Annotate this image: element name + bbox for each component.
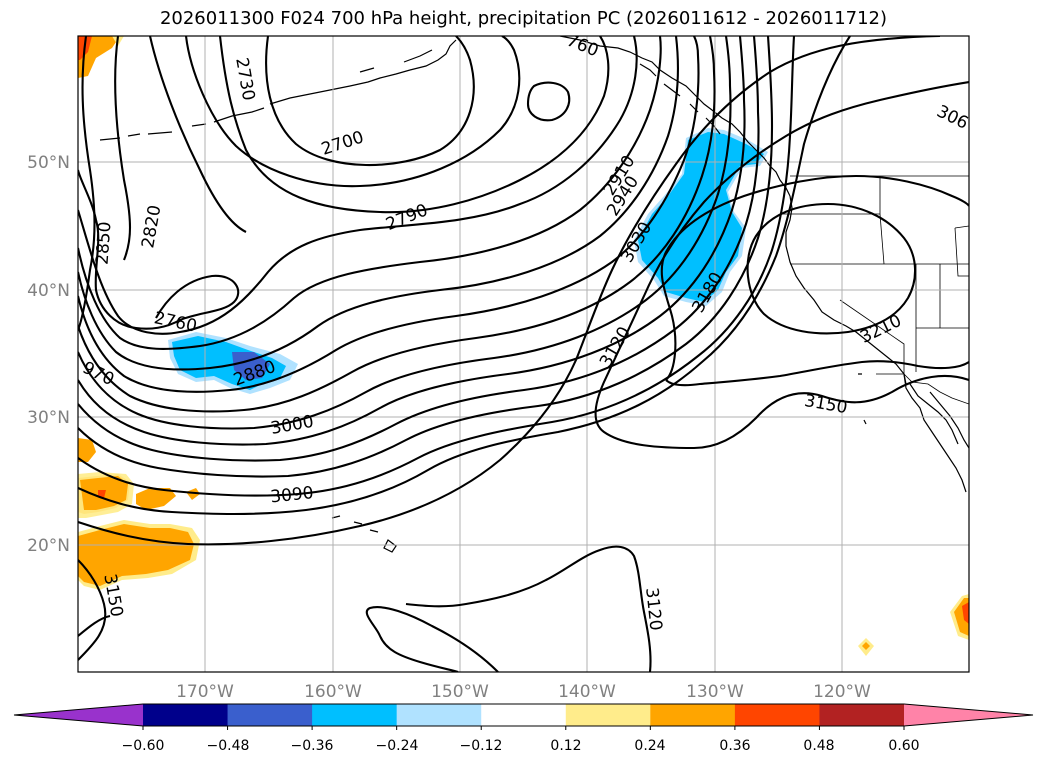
colorbar-segment (227, 704, 313, 726)
contour-2790 (78, 36, 638, 335)
contour-2700 (184, 36, 521, 188)
coast-baja (903, 373, 967, 493)
colorbar-tick-label: 0.60 (888, 738, 919, 754)
contour-3210 (746, 202, 917, 335)
lon-label-140w: 140°W (558, 682, 616, 702)
lon-label-170w: 170°W (176, 682, 234, 702)
map-title: 2026011300 F024 700 hPa height, precipit… (159, 8, 888, 29)
contour-2910 (78, 36, 716, 413)
colorbar-extend-max (904, 704, 1033, 726)
map-plot-area: 2730 2700 2790 2820 2850 2760 2880 970 3… (78, 36, 969, 672)
lat-label-40n: 40°N (27, 281, 70, 301)
map-frame (77, 35, 970, 673)
colorbar-segment (650, 704, 736, 726)
colorbar-segment (143, 704, 229, 726)
colorbar-segment (312, 704, 398, 726)
shade-orange-dot-se (862, 642, 870, 650)
colorbar-outline (13, 703, 1034, 727)
contour-3000 (78, 36, 760, 462)
colorbar-tick-label: −0.24 (376, 738, 419, 754)
contour-2850 (78, 36, 679, 371)
contour-2760 (218, 36, 610, 214)
contour-3030 (78, 36, 774, 478)
contour-3180 (660, 174, 969, 387)
contour-3150 (78, 80, 969, 661)
coast-islands-bc (639, 63, 721, 135)
shade-red-se (962, 602, 969, 624)
colorbar-segment (565, 704, 651, 726)
colorbar-tick-label: −0.48 (207, 738, 250, 754)
shaded-areas (78, 36, 969, 656)
contour-2700-outer (265, 36, 475, 167)
lon-label-160w: 160°W (304, 682, 362, 702)
colorbar-segment (734, 704, 820, 726)
shade-orange-west-small (78, 438, 96, 462)
lat-label-20n: 20°N (27, 536, 70, 556)
contour-label-3090: 3090 (269, 483, 314, 507)
coast-guadalupe (858, 373, 867, 425)
shade-orange-west-dot (186, 488, 200, 500)
longitude-labels: 170°W 160°W 150°W 140°W 130°W 120°W (176, 682, 871, 702)
colorbar-ticks (142, 726, 905, 730)
colorbar: −0.60 −0.48 −0.36 −0.24 −0.12 0.12 0.24 … (13, 703, 1034, 754)
lat-label-50n: 50°N (27, 153, 70, 173)
lon-label-150w: 150°W (431, 682, 489, 702)
colorbar-tick-label: 0.36 (719, 738, 750, 754)
contour-3120 (78, 36, 941, 546)
contour-3120-south-east (365, 545, 652, 672)
contour-2760-low (78, 169, 240, 330)
contour-2820 (78, 36, 662, 350)
contour-left-edge-2 (114, 36, 132, 261)
shade-orange-west-blob (136, 488, 176, 510)
contour-2880 (78, 36, 700, 393)
colorbar-tick-labels: −0.60 −0.48 −0.36 −0.24 −0.12 0.12 0.24 … (122, 738, 920, 754)
contour-2970 (78, 36, 746, 446)
contour-closed-high-small (526, 81, 571, 122)
latitude-labels: 50°N 40°N 30°N 20°N (27, 153, 70, 556)
contour-2940 (78, 36, 732, 430)
colorbar-tick-label: −0.12 (460, 738, 503, 754)
coast-aleutians (99, 39, 457, 141)
contour-label-3120-south: 3120 (641, 587, 665, 632)
borders (780, 175, 969, 405)
colorbar-segment (481, 704, 567, 726)
border-states-1 (780, 176, 969, 374)
colorbar-segment (819, 704, 905, 726)
colorbar-tick-label: 0.24 (634, 738, 665, 754)
lon-label-130w: 130°W (686, 682, 744, 702)
contour-3090 (78, 36, 851, 516)
colorbar-segment (396, 704, 482, 726)
colorbar-tick-label: 0.48 (803, 738, 834, 754)
lon-label-120w: 120°W (813, 682, 871, 702)
colorbar-tick-label: −0.36 (291, 738, 334, 754)
contour-2730 (148, 36, 247, 233)
coast-mexico (929, 391, 969, 449)
border-us-mexico (876, 373, 969, 405)
coast-hawaii (331, 515, 397, 553)
shade-darkblue-west (232, 352, 270, 380)
contour-3060 (78, 36, 796, 497)
shade-orange-west-large (78, 524, 194, 586)
coast-us-west (785, 195, 907, 385)
lat-label-30n: 30°N (27, 408, 70, 428)
height-contours (78, 36, 969, 672)
colorbar-tick-label: 0.12 (550, 738, 581, 754)
contour-3120-south (78, 614, 111, 637)
colorbar-extend-min (14, 704, 143, 726)
colorbar-segments (14, 704, 1033, 726)
colorbar-tick-label: −0.60 (122, 738, 165, 754)
contour-label-2850: 2850 (93, 221, 116, 266)
